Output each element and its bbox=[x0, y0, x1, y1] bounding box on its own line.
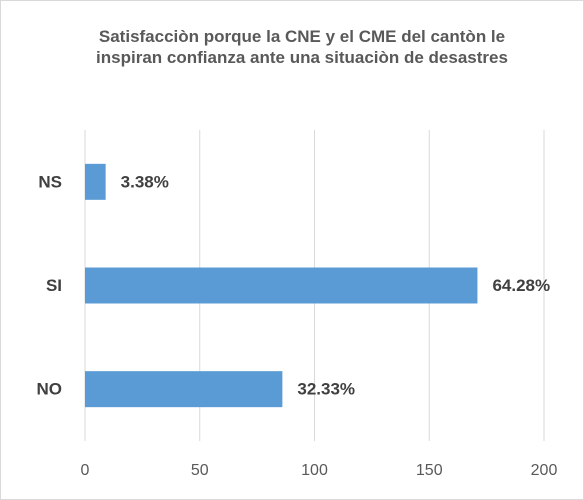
y-tick-label: NO bbox=[37, 380, 63, 399]
x-tick-label: 200 bbox=[531, 462, 558, 479]
y-tick-label: NS bbox=[38, 172, 62, 191]
x-tick-label: 100 bbox=[301, 462, 328, 479]
chart-title: Satisfacciòn porque la CNE y el CME del … bbox=[96, 27, 508, 67]
x-tick-label: 0 bbox=[81, 462, 90, 479]
x-tick-label: 50 bbox=[191, 462, 209, 479]
bar bbox=[85, 163, 106, 200]
data-label: 3.38% bbox=[121, 172, 169, 191]
bar bbox=[85, 371, 283, 408]
y-tick-label: SI bbox=[46, 276, 62, 295]
bar bbox=[85, 267, 478, 304]
x-tick-label: 150 bbox=[416, 462, 443, 479]
data-label: 32.33% bbox=[297, 380, 355, 399]
data-label: 64.28% bbox=[492, 276, 550, 295]
